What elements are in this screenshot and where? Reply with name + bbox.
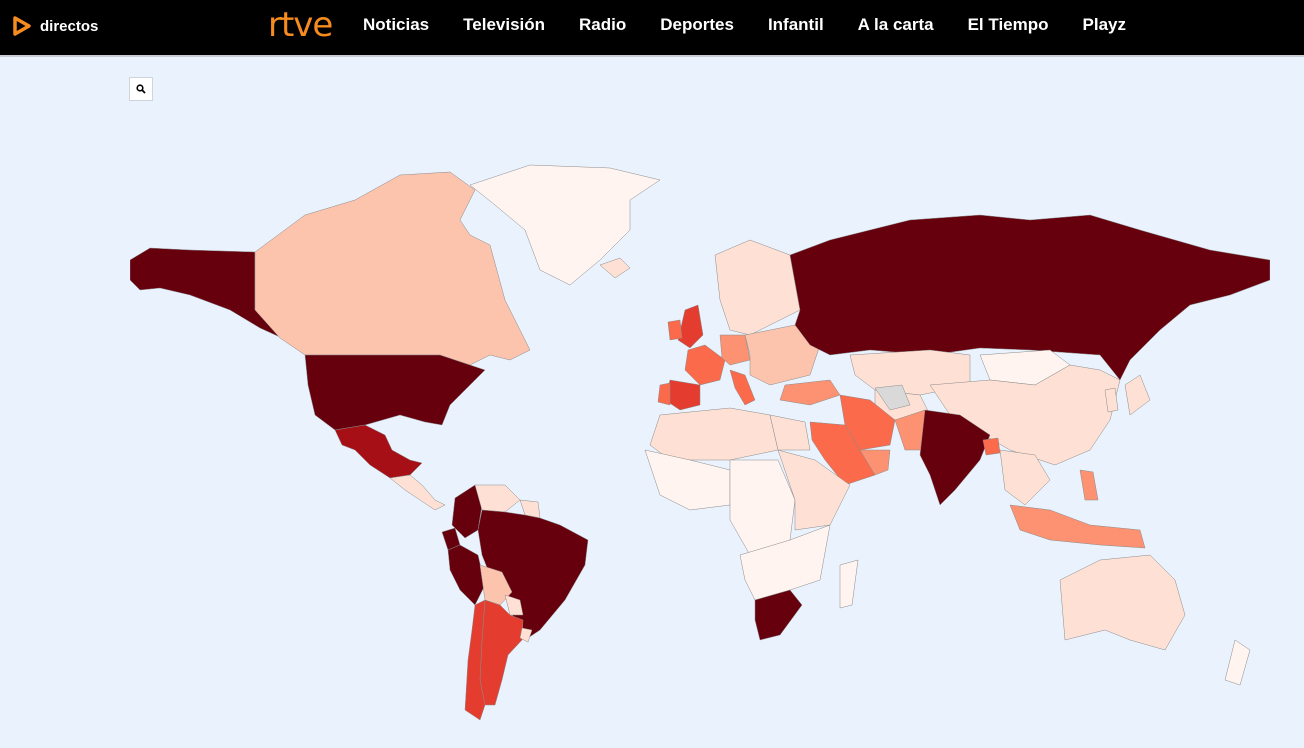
region-venezuela[interactable]	[474, 484, 521, 513]
region-chile[interactable]	[464, 599, 486, 721]
region-germany[interactable]	[719, 334, 751, 366]
world-choropleth-map[interactable]	[130, 160, 1270, 730]
region-central-africa[interactable]	[729, 459, 796, 556]
region-australia[interactable]	[1059, 554, 1186, 651]
region-italy[interactable]	[729, 369, 756, 406]
region-new-zealand[interactable]	[1224, 639, 1251, 686]
region-north-africa[interactable]	[649, 407, 779, 461]
directos-link[interactable]: directos	[12, 14, 98, 38]
region-ireland[interactable]	[667, 319, 683, 341]
region-canada[interactable]	[254, 171, 531, 366]
region-gulf-states[interactable]	[859, 449, 891, 476]
directos-label: directos	[40, 17, 99, 35]
nav-item-playz[interactable]: Playz	[1082, 15, 1127, 34]
region-south-africa[interactable]	[754, 589, 803, 641]
region-uruguay[interactable]	[519, 627, 533, 643]
main-nav: Noticias Televisión Radio Deportes Infan…	[346, 14, 1143, 36]
region-india[interactable]	[919, 409, 991, 506]
region-iceland[interactable]	[599, 257, 631, 279]
nav-item-radio[interactable]: Radio	[579, 15, 627, 34]
region-portugal[interactable]	[657, 382, 671, 406]
nav-item-el-tiempo[interactable]: El Tiempo	[967, 15, 1049, 34]
region-indonesia[interactable]	[1009, 504, 1146, 549]
region-central-america[interactable]	[389, 474, 446, 511]
region-greenland[interactable]	[469, 164, 661, 286]
top-navigation-bar: directos rtve Noticias Televisión Radio …	[0, 0, 1304, 57]
nav-item-infantil[interactable]: Infantil	[767, 15, 824, 34]
nav-item-noticias[interactable]: Noticias	[363, 15, 430, 34]
region-mexico[interactable]	[334, 424, 423, 479]
region-southeast-asia[interactable]	[999, 449, 1051, 506]
play-icon	[13, 16, 31, 36]
region-scandinavia[interactable]	[714, 239, 801, 336]
region-saudi-arabia[interactable]	[809, 421, 876, 486]
region-alaska[interactable]	[130, 247, 283, 339]
region-paraguay[interactable]	[504, 594, 524, 616]
rtve-logo[interactable]: rtve	[268, 5, 333, 45]
region-southern-africa[interactable]	[739, 524, 831, 601]
region-france[interactable]	[684, 344, 726, 386]
region-united-kingdom[interactable]	[677, 304, 704, 349]
nav-item-a-la-carta[interactable]: A la carta	[857, 15, 934, 34]
region-russia[interactable]	[789, 214, 1270, 381]
region-bangladesh[interactable]	[982, 437, 1001, 456]
region-egypt[interactable]	[769, 414, 811, 451]
region-peru[interactable]	[447, 544, 486, 606]
region-madagascar[interactable]	[839, 559, 859, 609]
region-turkey[interactable]	[779, 379, 841, 406]
region-philippines[interactable]	[1079, 469, 1099, 501]
region-korea[interactable]	[1104, 387, 1119, 413]
map-zoom-button[interactable]	[129, 77, 153, 101]
search-icon	[136, 84, 146, 94]
region-japan[interactable]	[1124, 374, 1151, 416]
region-united-states[interactable]	[304, 354, 486, 431]
nav-item-deportes[interactable]: Deportes	[660, 15, 734, 34]
nav-item-television[interactable]: Televisión	[463, 15, 546, 34]
region-afghanistan[interactable]	[874, 384, 911, 411]
